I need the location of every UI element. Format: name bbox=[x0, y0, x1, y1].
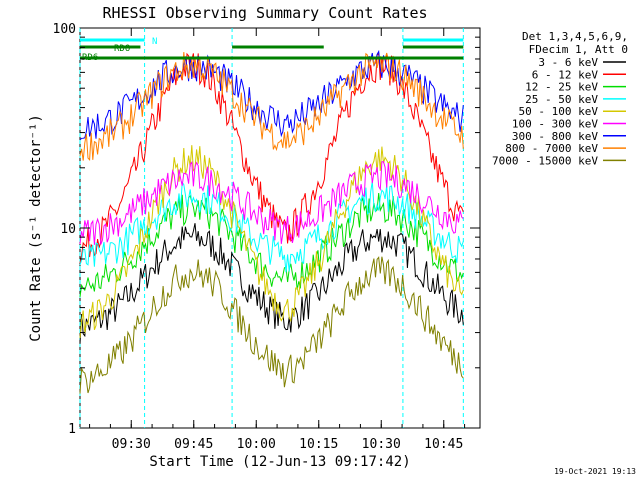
x-tick-label-0: 09:30 bbox=[112, 437, 151, 452]
legend-header-0: Det 1,3,4,5,6,9, bbox=[522, 30, 628, 43]
legend-entry-7: 800 - 7000 keV bbox=[505, 142, 598, 155]
y-axis-label: Count Rate (s⁻¹ detector⁻¹) bbox=[28, 114, 44, 342]
legend: Det 1,3,4,5,6,9,FDecim 1, Att 03 - 6 keV… bbox=[492, 30, 628, 167]
series-line-1 bbox=[79, 52, 464, 264]
x-tick-label-2: 10:00 bbox=[237, 437, 276, 452]
x-tick-label-4: 10:30 bbox=[362, 437, 401, 452]
legend-entry-0: 3 - 6 keV bbox=[538, 56, 598, 69]
y-tick-label-0: 1 bbox=[68, 422, 76, 437]
flag-label-rdo: RDO bbox=[114, 44, 130, 54]
flag-label-n: N bbox=[152, 37, 157, 47]
flag-label-rd6: RD6 bbox=[82, 53, 98, 63]
x-tick-label-1: 09:45 bbox=[174, 437, 213, 452]
legend-entry-1: 6 - 12 keV bbox=[532, 68, 599, 81]
y-tick-label-1: 10 bbox=[60, 222, 76, 237]
legend-entry-8: 7000 - 15000 keV bbox=[492, 154, 598, 167]
series-line-5 bbox=[79, 161, 464, 245]
series-line-2 bbox=[79, 193, 464, 298]
series-line-3 bbox=[79, 181, 464, 273]
legend-entry-5: 100 - 300 keV bbox=[512, 118, 598, 131]
footer-timestamp: 19-Oct-2021 19:13 bbox=[554, 467, 636, 476]
legend-entry-3: 25 - 50 keV bbox=[525, 93, 598, 106]
x-tick-label-5: 10:45 bbox=[424, 437, 463, 452]
series-layer bbox=[79, 49, 464, 394]
x-axis-label: Start Time (12-Jun-13 09:17:42) bbox=[149, 454, 410, 470]
y-tick-label-2: 100 bbox=[53, 22, 76, 37]
series-line-8 bbox=[79, 256, 464, 394]
series-line-7 bbox=[79, 52, 464, 161]
flag-layer: RDO RD6 N bbox=[80, 37, 464, 63]
legend-entry-2: 12 - 25 keV bbox=[525, 81, 598, 94]
series-line-4 bbox=[79, 145, 464, 338]
legend-header-1: FDecim 1, Att 0 bbox=[529, 43, 628, 56]
chart-title: RHESSI Observing Summary Count Rates bbox=[102, 4, 427, 22]
x-tick-label-3: 10:15 bbox=[299, 437, 338, 452]
legend-entry-6: 300 - 800 keV bbox=[512, 130, 598, 143]
axis-layer: 09:30 09:45 10:00 10:15 10:30 10:45 1 10 100 bbox=[53, 22, 480, 452]
series-line-0 bbox=[79, 223, 464, 344]
legend-entry-4: 50 - 100 keV bbox=[519, 105, 599, 118]
